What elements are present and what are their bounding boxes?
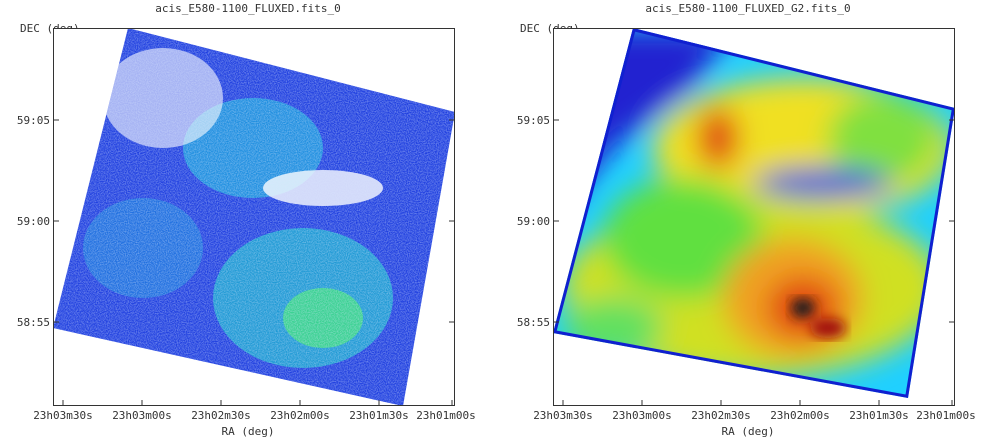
y-tick-label: 59:05 (16, 114, 50, 127)
image-plot-area[interactable] (553, 28, 955, 406)
left-image-panel: acis_E580-1100_FLUXED.fits_0 DEC (deg) (8, 0, 488, 443)
axis-ticks (553, 119, 955, 406)
x-axis-label: RA (deg) (221, 425, 275, 438)
x-tick-label: 23h02m00s (270, 409, 330, 422)
x-tick-label: 23h02m00s (770, 409, 830, 422)
x-tick-label: 23h03m00s (112, 409, 172, 422)
x-tick-label: 23h01m00s (416, 409, 476, 422)
y-tick-label: 58:55 (16, 316, 50, 329)
x-axis-label: RA (deg) (721, 425, 775, 438)
x-tick-label: 23h02m30s (191, 409, 251, 422)
y-tick-label: 59:05 (516, 114, 550, 127)
x-tick-label: 23h01m30s (849, 409, 909, 422)
panel-title: acis_E580-1100_FLUXED.fits_0 (155, 2, 341, 15)
x-tick-label: 23h01m30s (349, 409, 409, 422)
axis-ticks (53, 119, 455, 406)
xray-image-smoothed (553, 28, 955, 398)
y-tick-label: 59:00 (516, 215, 550, 228)
image-plot-area[interactable] (53, 28, 455, 406)
panel-title: acis_E580-1100_FLUXED_G2.fits_0 (645, 2, 851, 15)
x-tick-label: 23h03m30s (33, 409, 93, 422)
right-image-panel: acis_E580-1100_FLUXED_G2.fits_0 DEC (deg… (508, 0, 988, 443)
y-tick-label: 59:00 (16, 215, 50, 228)
x-tick-label: 23h01m00s (916, 409, 976, 422)
y-tick-label: 58:55 (516, 316, 550, 329)
x-tick-label: 23h03m00s (612, 409, 672, 422)
x-tick-label: 23h03m30s (533, 409, 593, 422)
x-tick-label: 23h02m30s (691, 409, 751, 422)
